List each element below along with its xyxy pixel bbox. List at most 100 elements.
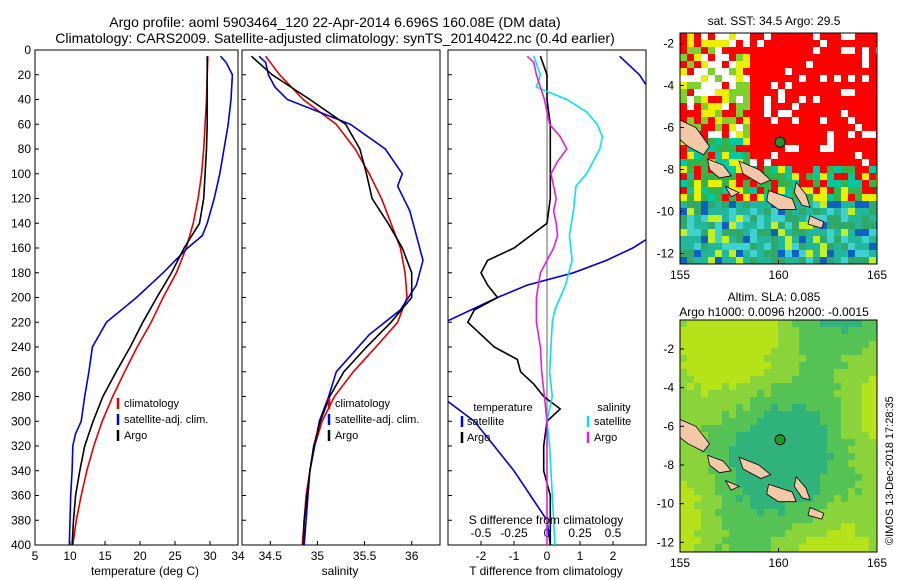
map-cell (750, 159, 757, 166)
map-cell (813, 180, 820, 187)
map-cell (834, 355, 841, 362)
map-cell (722, 355, 729, 362)
map-cell (785, 47, 792, 54)
map-cell (848, 474, 855, 481)
map-cell (757, 40, 764, 47)
map-cell (757, 320, 764, 327)
map-cell (729, 257, 736, 264)
map-cell (778, 243, 785, 250)
map-cell (799, 131, 806, 138)
difference-top-axis-label: S difference from climatology (469, 513, 624, 527)
sst-lat-tick-label: -12 (657, 247, 675, 261)
map-cell (687, 82, 694, 89)
map-cell (694, 474, 701, 481)
map-cell (848, 75, 855, 82)
map-cell (722, 383, 729, 390)
map-cell (841, 61, 848, 68)
map-cell (715, 411, 722, 418)
map-cell (708, 117, 715, 124)
map-cell (813, 54, 820, 61)
map-cell (701, 397, 708, 404)
map-cell (764, 425, 771, 432)
map-cell (834, 229, 841, 236)
map-cell (708, 68, 715, 75)
map-cell (855, 173, 862, 180)
map-cell (764, 187, 771, 194)
map-cell (799, 341, 806, 348)
map-cell (792, 166, 799, 173)
map-cell (785, 404, 792, 411)
map-cell (750, 495, 757, 502)
map-cell (813, 208, 820, 215)
map-cell (792, 327, 799, 334)
map-cell (855, 117, 862, 124)
depth-tick-label: 200 (11, 291, 31, 305)
map-cell (736, 509, 743, 516)
map-cell (785, 411, 792, 418)
map-cell (869, 544, 876, 551)
map-cell (764, 432, 771, 439)
map-cell (736, 89, 743, 96)
map-cell (778, 397, 785, 404)
map-cell (834, 117, 841, 124)
map-cell (757, 138, 764, 145)
map-cell (862, 96, 869, 103)
map-cell (694, 229, 701, 236)
map-cell (820, 404, 827, 411)
map-cell (848, 369, 855, 376)
map-cell (855, 418, 862, 425)
temperature-axis-label: temperature (deg C) (91, 564, 199, 578)
map-cell (729, 439, 736, 446)
map-cell (855, 89, 862, 96)
map-cell (799, 229, 806, 236)
map-cell (715, 236, 722, 243)
map-cell (862, 257, 869, 264)
map-cell (820, 327, 827, 334)
map-cell (778, 530, 785, 537)
map-cell (680, 523, 687, 530)
map-cell (736, 369, 743, 376)
map-cell (764, 418, 771, 425)
island-shape (680, 419, 711, 453)
salinity-tick-label: 35.5 (353, 549, 377, 563)
map-cell (792, 390, 799, 397)
map-cell (694, 103, 701, 110)
map-cell (757, 229, 764, 236)
map-cell (750, 397, 757, 404)
map-cell (799, 243, 806, 250)
map-cell (743, 201, 750, 208)
map-cell (687, 257, 694, 264)
map-cell (757, 453, 764, 460)
temperature-tick-label: 30 (203, 549, 217, 563)
map-cell (701, 250, 708, 257)
map-cell (715, 509, 722, 516)
map-cell (729, 117, 736, 124)
map-cell (799, 425, 806, 432)
temperature-tick-label: 10 (63, 549, 77, 563)
map-cell (687, 145, 694, 152)
map-cell (694, 75, 701, 82)
sla-lat-tick-label: -8 (663, 458, 674, 472)
map-cell (715, 40, 722, 47)
map-cell (701, 194, 708, 201)
map-cell (715, 383, 722, 390)
map-cell (701, 502, 708, 509)
map-cell (701, 68, 708, 75)
map-cell (687, 453, 694, 460)
map-cell (715, 397, 722, 404)
map-cell (729, 159, 736, 166)
map-cell (855, 96, 862, 103)
map-cell (869, 439, 876, 446)
map-cell (855, 411, 862, 418)
map-cell (855, 390, 862, 397)
map-cell (806, 453, 813, 460)
map-cell (715, 327, 722, 334)
map-cell (792, 103, 799, 110)
depth-tick-label: 280 (11, 390, 31, 404)
map-cell (715, 369, 722, 376)
map-cell (813, 355, 820, 362)
map-cell (687, 474, 694, 481)
map-cell (736, 40, 743, 47)
map-cell (855, 145, 862, 152)
map-cell (722, 145, 729, 152)
